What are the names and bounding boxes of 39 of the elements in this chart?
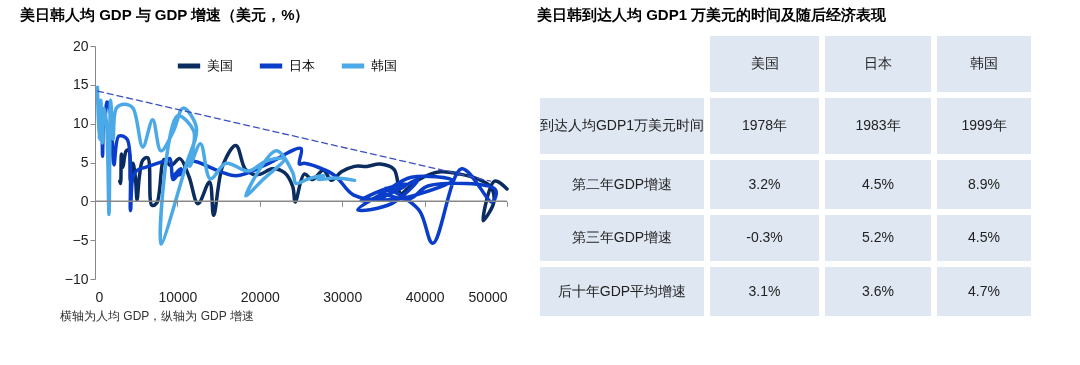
x-tick-label: 10000 (158, 288, 198, 305)
text: 美日韩到达人均 GDP1 万美元的时间及随后经济表现 (536, 6, 888, 23)
text: -0.3% (746, 229, 783, 245)
y-tick-label: −10 (64, 270, 89, 287)
category-label: 后十年GDP平均增速 (557, 282, 687, 299)
text: 4.5% (862, 175, 894, 192)
x-tick-label: 50000 (468, 288, 508, 305)
legend-label: 韩国 (371, 58, 397, 73)
text: 3.2% (748, 175, 781, 192)
category-label: 第三年GDP增速 (571, 229, 673, 245)
text: 1999年 (961, 117, 1007, 133)
x-tick-label: 0 (95, 288, 104, 305)
chart-title: 美日韩人均 GDP 与 GDP 增速（美元，%） (19, 6, 310, 23)
text: 1978年 (741, 117, 788, 133)
text: 4.5% (968, 229, 1000, 245)
text: 3.6% (862, 282, 894, 299)
y-tick-label: 20 (72, 37, 89, 54)
category-label: 到达人均GDP1万美元时间 (539, 117, 705, 133)
legend-label: 日本 (289, 58, 315, 73)
y-tick-label: 15 (72, 76, 89, 93)
text: 4.7% (968, 282, 1000, 299)
text: 8.9% (968, 175, 1000, 192)
text: 横轴为人均 GDP，纵轴为 GDP 增速 (60, 309, 254, 323)
legend-label: 美国 (207, 58, 233, 73)
category-label: 美国 (750, 55, 779, 71)
y-tick-label: 0 (80, 192, 89, 209)
line-series (95, 85, 357, 246)
y-tick-label: 5 (80, 154, 89, 170)
category-label: 日本 (864, 55, 892, 71)
x-tick-label: 40000 (405, 288, 445, 305)
category-label: 第二年GDP增速 (571, 175, 673, 192)
x-tick-label: 20000 (240, 288, 280, 305)
text: 3.1% (748, 282, 781, 299)
category-label: 韩国 (970, 55, 998, 71)
x-tick-label: 30000 (323, 288, 363, 305)
text: 5.2% (862, 229, 894, 245)
y-tick-label: −5 (72, 231, 89, 248)
y-tick-label: 10 (72, 115, 89, 132)
text: 1983年 (855, 117, 901, 133)
